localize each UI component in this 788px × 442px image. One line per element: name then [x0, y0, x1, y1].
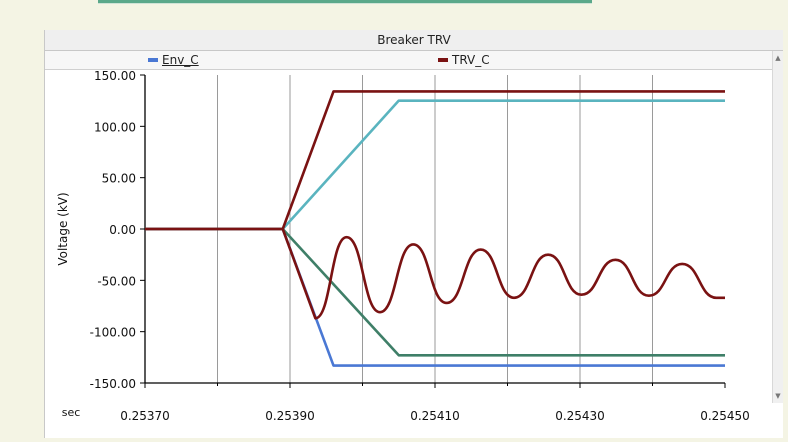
top-band: [0, 0, 788, 12]
x-tick-label: 0.25390: [265, 409, 315, 423]
x-tick-label: 0.25430: [555, 409, 605, 423]
y-tick-label: 100.00: [94, 120, 136, 134]
legend-swatch-trv-c: [438, 57, 448, 62]
y-tick-label: -50.00: [97, 274, 136, 288]
y-tick-label: 0.00: [109, 223, 136, 237]
scroll-down-icon[interactable]: ▼: [775, 392, 781, 400]
legend-label-env-c: Env_C: [162, 53, 199, 67]
chart-title: Breaker TRV: [45, 30, 783, 51]
y-tick-label: 50.00: [102, 172, 136, 186]
y-tick-label: 150.00: [94, 69, 136, 83]
x-tick-label: 0.25450: [700, 409, 750, 423]
legend-label-trv-c: TRV_C: [452, 53, 490, 67]
top-accent-shadow: [98, 3, 592, 4]
series-line-4: [145, 227, 725, 320]
top-accent-line: [98, 0, 592, 3]
x-axis-label: sec: [62, 406, 81, 419]
legend-bar: Env_C TRV_C: [45, 51, 783, 70]
series-lines: [145, 90, 725, 367]
grid-lines: [145, 75, 725, 383]
x-tick-label: 0.25370: [120, 409, 170, 423]
tick-labels: 150.00 100.00 50.00 0.00 -50.00 -100.00 -150.0…: [90, 69, 750, 423]
y-axis-label: Voltage (kV): [56, 192, 70, 265]
vertical-scrollbar[interactable]: ▲ ▼: [772, 51, 783, 403]
legend-swatch-env-c: [148, 57, 158, 62]
y-tick-label: -150.00: [90, 377, 136, 391]
legend-item-env-c[interactable]: Env_C: [148, 51, 199, 69]
y-tick-label: -100.00: [90, 326, 136, 340]
scroll-up-icon[interactable]: ▲: [775, 54, 781, 62]
legend-item-trv-c[interactable]: TRV_C: [438, 51, 490, 69]
x-tick-label: 0.25410: [410, 409, 460, 423]
